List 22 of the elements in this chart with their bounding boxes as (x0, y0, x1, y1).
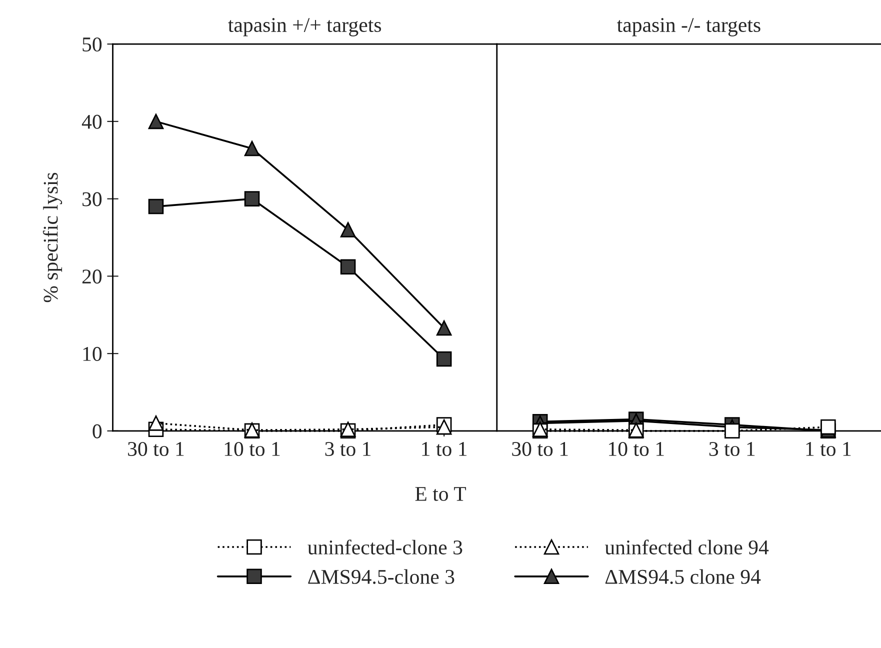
legend-label: uninfected clone 94 (604, 540, 769, 554)
y-tick-label: 0 (92, 424, 102, 438)
x-tick-label: 1 to 1 (422, 442, 467, 456)
chart-title: tapasin +/+ targets (228, 18, 382, 36)
y-axis-title: % specific lysis (42, 172, 62, 302)
y-tick-label: 10 (83, 346, 102, 361)
legend-label: ΔMS94.5 clone 94 (605, 569, 761, 584)
x-axis-title: E to T (415, 487, 466, 501)
x-tick-label: 3 to 1 (325, 442, 371, 456)
legend-label: uninfected-clone 3 (308, 540, 462, 554)
x-tick-label: 30 to 1 (512, 442, 568, 456)
y-tick-label: 40 (82, 114, 102, 129)
chart-title: tapasin -/- targets (617, 18, 760, 36)
x-tick-label: 1 to 1 (806, 442, 851, 456)
x-tick-label: 10 to 1 (224, 442, 280, 456)
x-tick-label: 30 to 1 (128, 442, 184, 456)
y-tick-label: 30 (82, 192, 102, 206)
x-tick-label: 10 to 1 (609, 442, 664, 456)
legend-label: ΔMS94.5-clone 3 (308, 569, 454, 584)
y-tick-label: 50 (82, 37, 102, 52)
x-tick-label: 3 to 1 (709, 442, 755, 456)
y-tick-label: 20 (82, 270, 102, 284)
